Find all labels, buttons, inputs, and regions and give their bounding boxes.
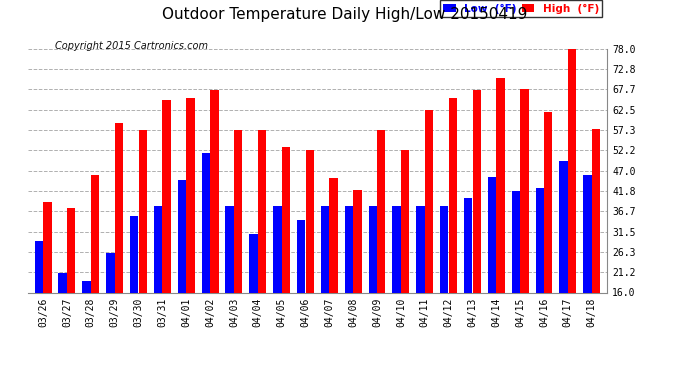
Bar [154,206,162,292]
Bar [82,281,90,292]
Bar [401,150,409,292]
Bar [448,98,457,292]
Bar [560,161,568,292]
Bar [353,190,362,292]
Bar [106,253,115,292]
Bar [512,191,520,292]
Text: Outdoor Temperature Daily High/Low 20150419: Outdoor Temperature Daily High/Low 20150… [162,8,528,22]
Bar [520,89,529,292]
Bar [34,242,43,292]
Bar [440,206,449,292]
Bar [43,202,52,292]
Bar [473,90,481,292]
Bar [568,49,576,292]
Bar [186,98,195,292]
Bar [249,234,257,292]
Bar [425,110,433,292]
Bar [377,130,386,292]
Bar [210,90,219,292]
Bar [67,208,75,292]
Bar [226,206,234,292]
Bar [583,174,591,292]
Bar [258,130,266,292]
Bar [535,188,544,292]
Bar [91,174,99,292]
Bar [393,206,401,292]
Bar [162,100,171,292]
Bar [368,206,377,292]
Text: Copyright 2015 Cartronics.com: Copyright 2015 Cartronics.com [55,41,208,51]
Bar [297,220,306,292]
Bar [178,180,186,292]
Bar [201,153,210,292]
Bar [115,123,123,292]
Bar [59,273,67,292]
Legend: Low  (°F), High  (°F): Low (°F), High (°F) [440,0,602,16]
Bar [329,178,338,292]
Bar [496,78,505,292]
Bar [592,129,600,292]
Bar [273,206,282,292]
Bar [306,150,314,292]
Bar [488,177,496,292]
Bar [139,130,147,292]
Bar [282,147,290,292]
Bar [234,130,242,292]
Bar [464,198,473,292]
Bar [321,206,329,292]
Bar [416,206,424,292]
Bar [544,112,553,292]
Bar [345,206,353,292]
Bar [130,216,139,292]
